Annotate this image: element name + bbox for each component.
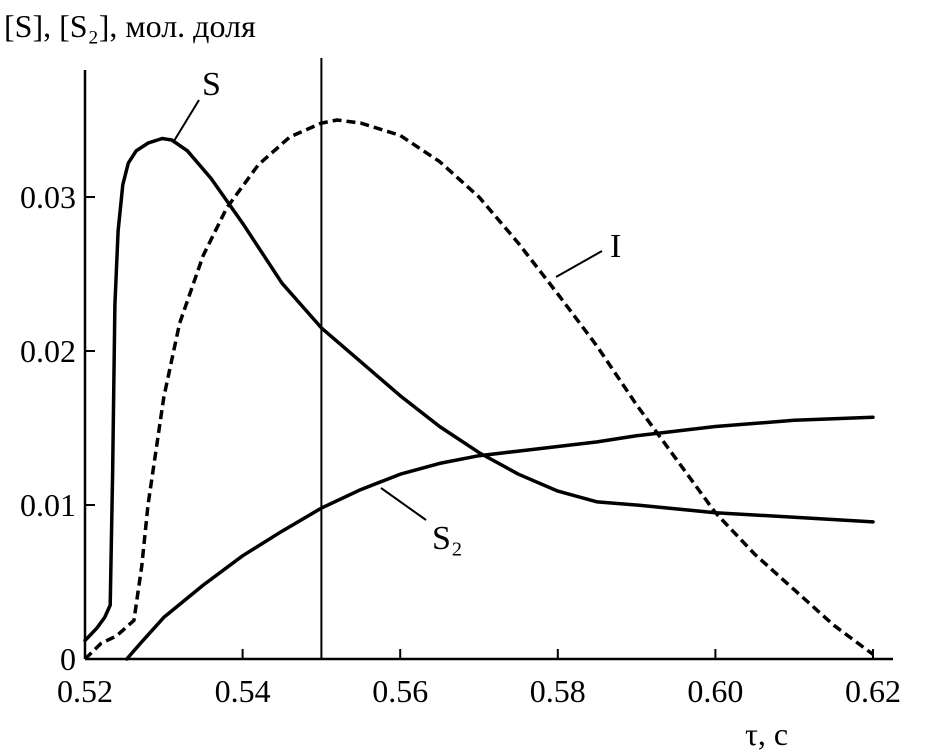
- series-label-s2-leader: [380, 487, 427, 521]
- chart-frame: [83, 58, 893, 661]
- x-tick-label: 0.52: [57, 673, 113, 709]
- series-label-s: S: [173, 66, 221, 142]
- x-tick-label: 0.54: [215, 673, 271, 709]
- series-layer: [83, 118, 875, 661]
- series-label-s-leader: [173, 99, 200, 142]
- series-label-s2-text: S₂: [432, 520, 463, 557]
- x-tick-label: 0.56: [372, 673, 428, 709]
- y-tick-label: 0.02: [20, 333, 76, 369]
- series-label-s2: S₂: [380, 487, 463, 557]
- y-ticks: 0 0.01 0.02 0.03: [20, 179, 95, 677]
- series-line-s2: [125, 415, 875, 661]
- x-tick-label: 0.62: [845, 673, 901, 709]
- x-tick-label: 0.58: [530, 673, 586, 709]
- y-tick-label: 0: [60, 641, 76, 677]
- x-axis-title: τ, с: [745, 716, 788, 752]
- series-label-i: I: [555, 228, 621, 278]
- y-tick-label: 0.03: [20, 179, 76, 215]
- series-label-i-leader: [555, 250, 603, 278]
- series-label-s-text: S: [202, 66, 221, 103]
- series-line-i: [83, 118, 875, 661]
- y-tick-label: 0.01: [20, 487, 76, 523]
- x-ticks: 0.52 0.54 0.56 0.58 0.60 0.62: [57, 649, 901, 709]
- series-line-s: [83, 136, 875, 643]
- series-label-i-text: I: [610, 228, 621, 265]
- x-tick-label: 0.60: [687, 673, 743, 709]
- y-axis-title: [S], [S₂], мол. доля: [4, 8, 256, 44]
